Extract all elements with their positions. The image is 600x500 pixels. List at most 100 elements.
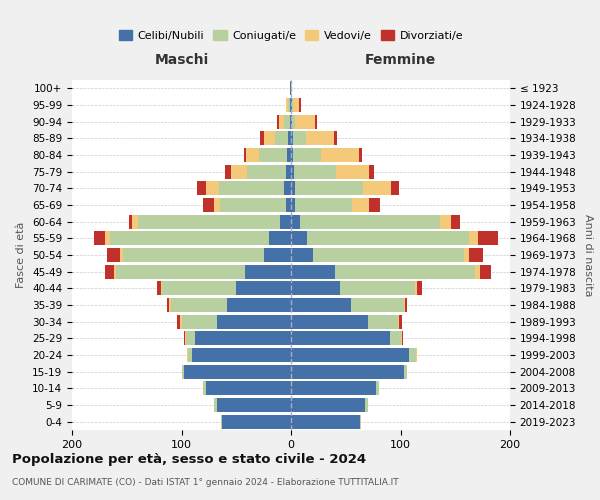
- Bar: [469, 231, 478, 246]
- Bar: [184, 364, 291, 379]
- Bar: [291, 82, 292, 96]
- Bar: [269, 231, 291, 246]
- Bar: [291, 248, 313, 262]
- Bar: [188, 348, 193, 362]
- Bar: [334, 132, 337, 145]
- Bar: [451, 214, 460, 229]
- Bar: [138, 214, 280, 229]
- Bar: [247, 164, 286, 179]
- Bar: [286, 98, 288, 112]
- Bar: [290, 98, 291, 112]
- Bar: [291, 231, 307, 246]
- Bar: [359, 148, 362, 162]
- Bar: [391, 182, 400, 196]
- Bar: [113, 264, 116, 279]
- Bar: [193, 348, 291, 362]
- Bar: [416, 348, 417, 362]
- Bar: [292, 114, 295, 129]
- Bar: [307, 132, 334, 145]
- Bar: [300, 214, 440, 229]
- Bar: [291, 148, 293, 162]
- Bar: [286, 164, 291, 179]
- Bar: [132, 214, 138, 229]
- Bar: [284, 114, 290, 129]
- Bar: [291, 298, 351, 312]
- Bar: [244, 148, 246, 162]
- Bar: [219, 182, 284, 196]
- Bar: [263, 248, 291, 262]
- Bar: [185, 332, 186, 345]
- Bar: [259, 148, 287, 162]
- Bar: [181, 314, 182, 329]
- Bar: [124, 248, 263, 262]
- Bar: [464, 248, 469, 262]
- Bar: [107, 248, 120, 262]
- Bar: [214, 198, 220, 212]
- Bar: [94, 231, 105, 246]
- Bar: [389, 332, 401, 345]
- Bar: [291, 414, 360, 428]
- Bar: [222, 414, 291, 428]
- Bar: [291, 314, 368, 329]
- Bar: [280, 214, 291, 229]
- Bar: [167, 298, 169, 312]
- Bar: [214, 398, 217, 412]
- Bar: [286, 198, 291, 212]
- Bar: [279, 114, 284, 129]
- Bar: [263, 132, 275, 145]
- Bar: [291, 198, 295, 212]
- Bar: [206, 381, 291, 396]
- Bar: [197, 182, 206, 196]
- Bar: [405, 298, 407, 312]
- Bar: [206, 182, 219, 196]
- Bar: [291, 364, 404, 379]
- Bar: [401, 332, 403, 345]
- Bar: [294, 164, 336, 179]
- Bar: [291, 182, 295, 196]
- Y-axis label: Fasce di età: Fasce di età: [16, 222, 26, 288]
- Bar: [299, 98, 301, 112]
- Y-axis label: Anni di nascita: Anni di nascita: [583, 214, 593, 296]
- Bar: [291, 381, 376, 396]
- Bar: [291, 348, 409, 362]
- Bar: [293, 148, 320, 162]
- Bar: [288, 98, 290, 112]
- Bar: [260, 132, 263, 145]
- Bar: [291, 398, 365, 412]
- Bar: [369, 198, 380, 212]
- Bar: [398, 314, 400, 329]
- Bar: [220, 198, 286, 212]
- Bar: [275, 132, 288, 145]
- Bar: [277, 114, 279, 129]
- Bar: [162, 281, 236, 295]
- Bar: [246, 148, 259, 162]
- Bar: [187, 348, 188, 362]
- Bar: [368, 314, 398, 329]
- Bar: [475, 264, 481, 279]
- Bar: [231, 164, 247, 179]
- Bar: [227, 298, 291, 312]
- Bar: [336, 164, 369, 179]
- Bar: [360, 414, 361, 428]
- Bar: [365, 398, 368, 412]
- Bar: [170, 298, 227, 312]
- Bar: [376, 381, 379, 396]
- Bar: [415, 281, 417, 295]
- Bar: [291, 164, 294, 179]
- Bar: [340, 281, 415, 295]
- Bar: [288, 132, 291, 145]
- Text: COMUNE DI CARIMATE (CO) - Dati ISTAT 1° gennaio 2024 - Elaborazione TUTTITALIA.I: COMUNE DI CARIMATE (CO) - Dati ISTAT 1° …: [12, 478, 398, 487]
- Bar: [291, 332, 389, 345]
- Bar: [409, 348, 416, 362]
- Text: Popolazione per età, sesso e stato civile - 2024: Popolazione per età, sesso e stato civil…: [12, 452, 366, 466]
- Bar: [217, 398, 291, 412]
- Bar: [293, 98, 299, 112]
- Bar: [440, 214, 451, 229]
- Bar: [110, 231, 269, 246]
- Bar: [295, 114, 315, 129]
- Bar: [120, 248, 124, 262]
- Bar: [116, 264, 245, 279]
- Bar: [287, 148, 291, 162]
- Bar: [221, 414, 222, 428]
- Bar: [184, 332, 185, 345]
